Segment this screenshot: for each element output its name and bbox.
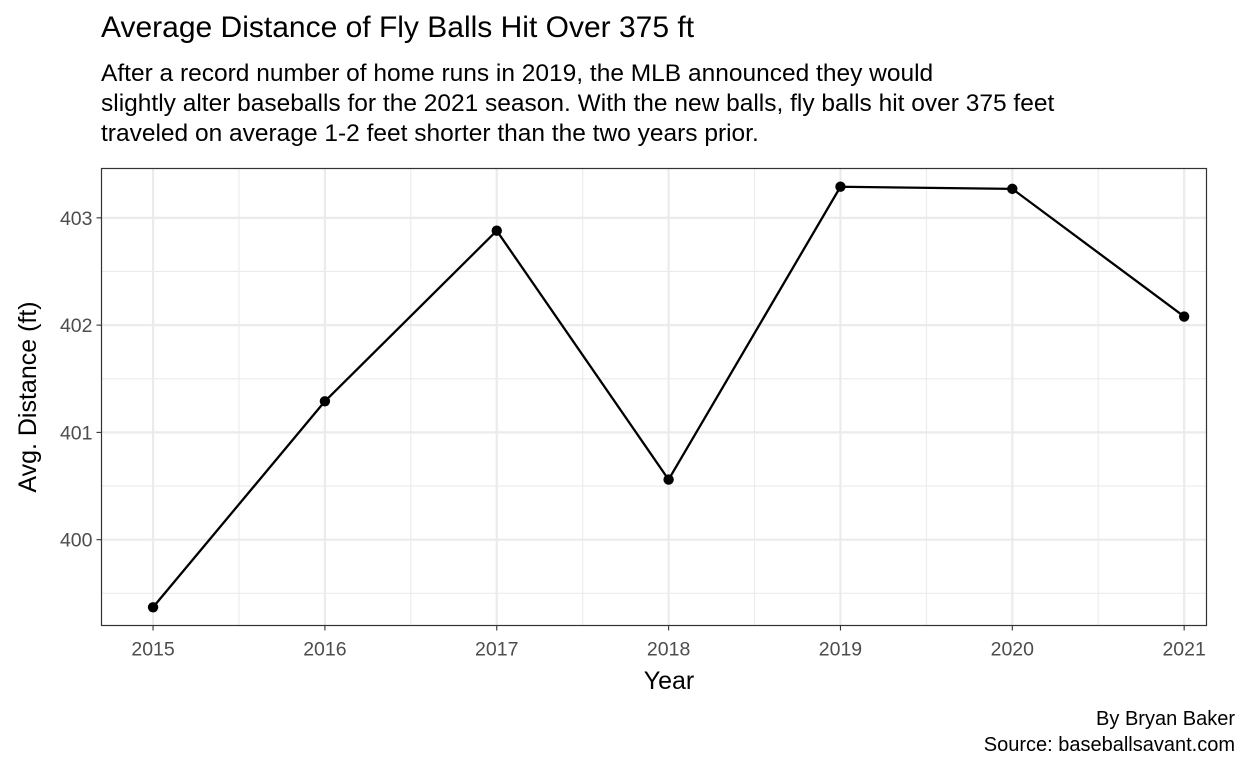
y-axis-title: Avg. Distance (ft) xyxy=(14,301,42,492)
x-tick-label: 2018 xyxy=(647,639,690,661)
subtitle-line: slightly alter baseballs for the 2021 se… xyxy=(101,90,1055,117)
chart-subtitle: After a record number of home runs in 20… xyxy=(101,59,1246,149)
data-point xyxy=(835,181,846,192)
x-tick-label: 2015 xyxy=(131,639,175,661)
x-tick-label: 2019 xyxy=(819,639,862,661)
data-point xyxy=(491,225,502,236)
data-points xyxy=(147,181,1190,613)
y-tick-label: 402 xyxy=(60,315,93,337)
data-point xyxy=(1178,311,1190,322)
data-point xyxy=(147,602,159,613)
data-point xyxy=(319,396,331,407)
plot-panel xyxy=(101,168,1207,626)
data-point xyxy=(1007,183,1018,195)
y-axis-ticks: 400 401 402 403 xyxy=(60,208,102,552)
panel-border xyxy=(100,167,1208,627)
x-tick-label: 2017 xyxy=(475,639,518,661)
x-tick-label: 2016 xyxy=(303,639,346,661)
data-point xyxy=(663,474,674,485)
y-tick-label: 403 xyxy=(60,208,93,230)
y-tick-label: 400 xyxy=(60,530,93,552)
caption-author: By Bryan Baker xyxy=(1096,708,1235,730)
x-tick-label: 2020 xyxy=(991,639,1035,661)
caption-source: Source: baseballsavant.com xyxy=(983,734,1235,756)
x-axis-title: Year xyxy=(644,667,695,695)
x-axis-ticks: 2015 2016 2017 2018 2019 2020 2021 xyxy=(131,625,1206,661)
chart-caption: By Bryan Baker Source: baseballsavant.co… xyxy=(984,706,1235,758)
subtitle-line: traveled on average 1-2 feet shorter tha… xyxy=(101,120,759,147)
minor-gridlines xyxy=(101,168,1207,626)
y-tick-label: 401 xyxy=(60,422,93,444)
major-gridlines xyxy=(101,168,1207,626)
chart-title: Average Distance of Fly Balls Hit Over 3… xyxy=(101,11,695,44)
subtitle-line: After a record number of home runs in 20… xyxy=(101,60,934,87)
x-tick-label: 2021 xyxy=(1162,639,1205,661)
